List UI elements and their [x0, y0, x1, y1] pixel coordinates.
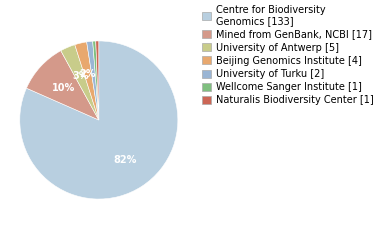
Wedge shape: [93, 41, 99, 120]
Legend: Centre for Biodiversity
Genomics [133], Mined from GenBank, NCBI [17], Universit: Centre for Biodiversity Genomics [133], …: [203, 5, 374, 105]
Wedge shape: [87, 41, 99, 120]
Text: 3%: 3%: [72, 72, 89, 81]
Wedge shape: [75, 42, 99, 120]
Wedge shape: [61, 45, 99, 120]
Text: 82%: 82%: [113, 155, 136, 165]
Wedge shape: [20, 41, 178, 199]
Wedge shape: [96, 41, 99, 120]
Text: 2%: 2%: [80, 69, 96, 79]
Wedge shape: [27, 51, 99, 120]
Text: 10%: 10%: [52, 83, 76, 93]
